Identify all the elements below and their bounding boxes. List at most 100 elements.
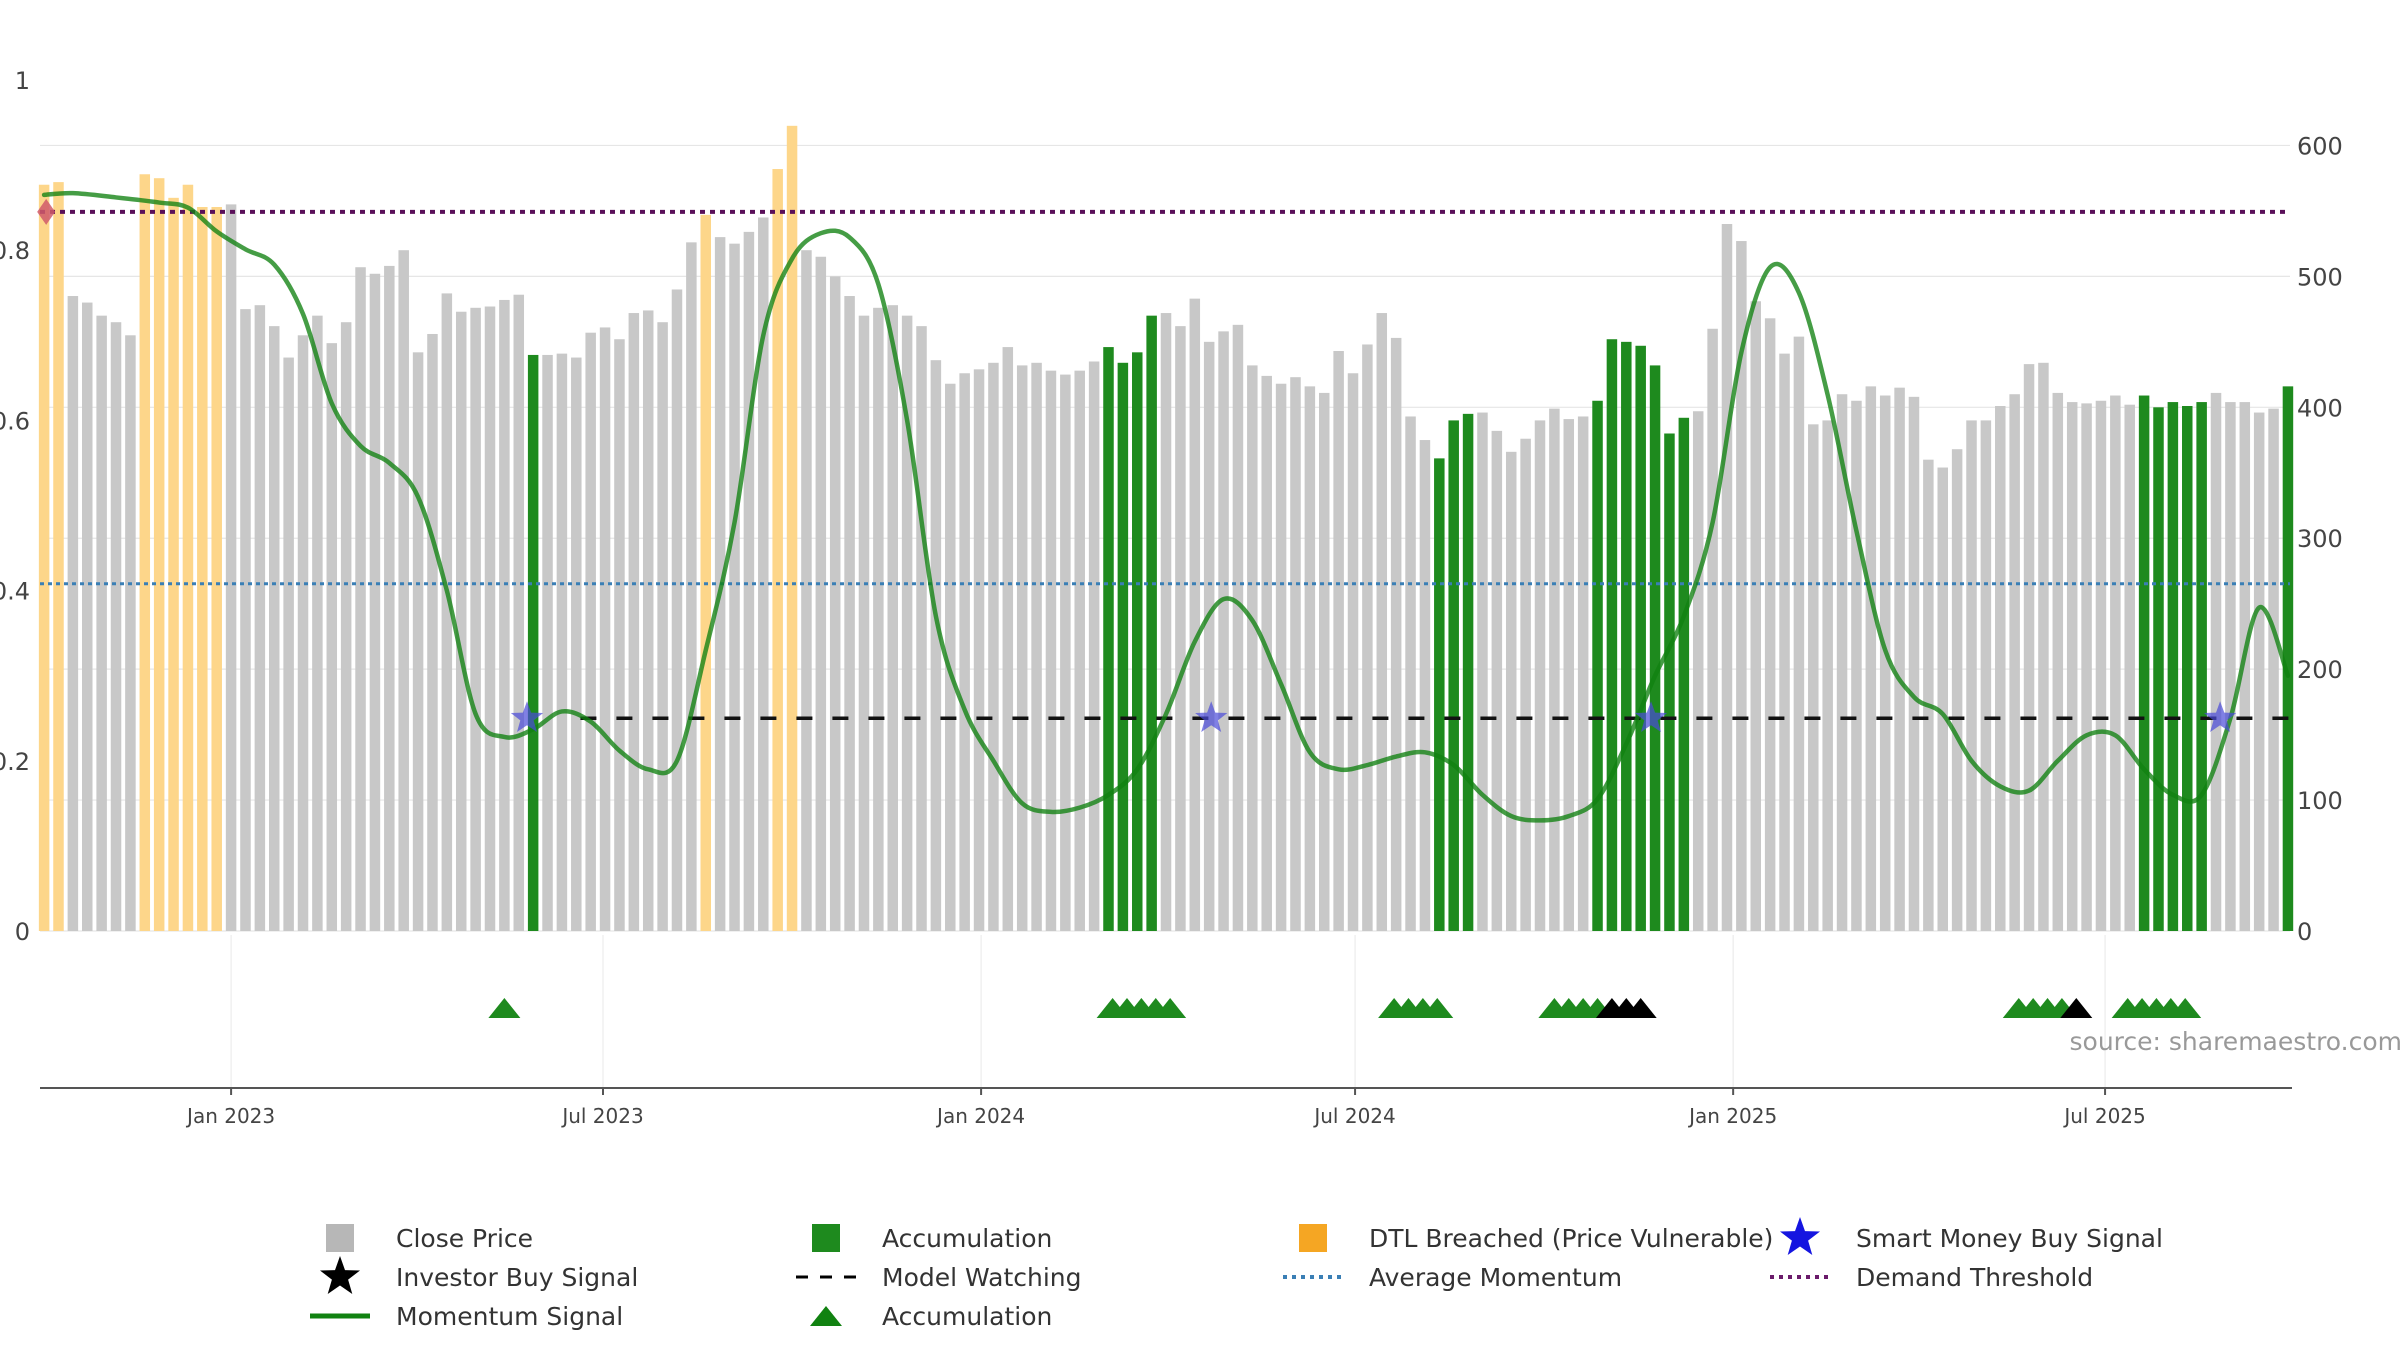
price-bar <box>1692 411 1704 932</box>
price-bar <box>225 204 237 931</box>
price-bar <box>427 333 438 931</box>
legend-item-momentum: Momentum Signal <box>310 1302 623 1331</box>
left-tick-label: 0 <box>15 918 30 946</box>
accumulation-bar <box>1649 365 1661 931</box>
price-bar <box>1318 392 1330 932</box>
price-bar <box>614 339 625 932</box>
price-bar <box>441 293 453 931</box>
price-bar <box>556 353 568 931</box>
price-bar <box>1865 386 1877 931</box>
price-bar <box>110 322 122 931</box>
legend-triangle-icon <box>810 1306 842 1326</box>
price-bar <box>254 305 266 931</box>
price-bar <box>2268 408 2279 931</box>
right-tick-label: 100 <box>2297 787 2343 815</box>
price-bar <box>1563 419 1575 931</box>
price-bar <box>1966 420 1977 931</box>
price-bar <box>930 360 942 931</box>
right-tick-label: 600 <box>2297 132 2343 160</box>
price-bar <box>1045 370 1057 931</box>
price-bar <box>1995 405 2006 931</box>
dtl-bar <box>197 206 208 932</box>
price-bar <box>729 243 740 932</box>
accumulation-bar <box>2153 407 2164 931</box>
price-bar <box>1247 365 1258 931</box>
price-bar <box>2110 395 2121 931</box>
x-tick-label: Jan 2023 <box>185 1104 275 1128</box>
left-tick-label: 0.8 <box>0 237 30 265</box>
price-bars <box>38 125 2294 932</box>
price-bar <box>1836 394 1848 931</box>
price-bar <box>2253 412 2265 931</box>
legend-label: Demand Threshold <box>1856 1263 2093 1292</box>
price-bar <box>1491 430 1503 931</box>
price-bar <box>340 322 352 931</box>
investor-marker <box>2060 998 2093 1018</box>
legend-star-icon <box>1780 1217 1820 1255</box>
legend-label: Average Momentum <box>1369 1263 1622 1292</box>
right-tick-label: 200 <box>2297 656 2343 684</box>
price-bar <box>642 310 654 931</box>
price-bar <box>268 326 280 931</box>
left-tick-label: 0.2 <box>0 748 30 776</box>
axes: Jan 2023 Jul 2023 Jan 2024 Jul 2024 Jan 2025… <box>0 67 2343 1128</box>
dtl-bar <box>38 184 50 931</box>
price-bar <box>758 217 769 931</box>
price-bar <box>283 357 294 932</box>
start-marker <box>37 198 56 225</box>
legend-label: Momentum Signal <box>396 1302 623 1331</box>
price-bar <box>686 242 697 932</box>
legend-label: Smart Money Buy Signal <box>1856 1224 2163 1253</box>
price-bar <box>499 299 510 931</box>
price-bar <box>1951 449 1963 931</box>
price-bar <box>829 276 841 931</box>
price-bar <box>657 322 668 931</box>
price-bar <box>1088 361 1100 931</box>
accumulation-bar <box>1621 341 1632 931</box>
price-bar <box>312 315 323 932</box>
price-bar <box>1736 241 1747 931</box>
price-bar <box>82 302 93 932</box>
legend-item-accumulation_bar: Accumulation <box>812 1224 1052 1253</box>
price-bar <box>815 256 827 931</box>
dtl-bar <box>786 125 798 932</box>
price-bar <box>1203 341 1215 931</box>
dtl-bar <box>168 197 179 932</box>
price-bar <box>801 250 812 931</box>
right-tick-label: 300 <box>2297 525 2343 553</box>
accumulation-bar <box>1606 339 1618 932</box>
price-bar <box>1074 370 1085 931</box>
x-tick-label: Jul 2024 <box>1312 1104 1395 1128</box>
price-bar <box>1908 396 1920 931</box>
legend-label: Investor Buy Signal <box>396 1263 638 1292</box>
price-bar <box>384 265 395 931</box>
price-bar <box>484 306 496 931</box>
price-bar <box>585 332 596 932</box>
accumulation-bar <box>1664 433 1675 931</box>
momentum-line <box>41 190 2291 823</box>
price-bar <box>873 307 884 931</box>
smart-money-star <box>510 701 544 732</box>
price-bar <box>1275 383 1287 931</box>
legend-label: Accumulation <box>882 1302 1052 1331</box>
price-bar <box>988 362 999 932</box>
reference-lines <box>40 209 2290 720</box>
legend: Close Price Accumulation DTL Breached (Pri… <box>310 1217 2163 1331</box>
signal-markers <box>37 198 2237 1018</box>
price-bar <box>1520 438 1531 931</box>
accumulation-marker <box>1421 998 1454 1018</box>
price-bar <box>240 309 251 932</box>
accumulation-bar <box>2182 405 2193 931</box>
accumulation-marker <box>1154 998 1187 1018</box>
price-bar <box>1175 326 1186 931</box>
price-bar <box>973 369 985 932</box>
legend-item-close: Close Price <box>326 1224 533 1253</box>
accumulation-bar <box>1103 347 1114 931</box>
price-bar <box>2210 392 2222 932</box>
accumulation-bar <box>2282 386 2294 931</box>
price-bar <box>901 315 913 932</box>
x-tick-label: Jul 2025 <box>2062 1104 2145 1128</box>
dtl-bar <box>153 178 165 931</box>
price-bar <box>1549 408 1560 931</box>
price-bar <box>542 354 553 931</box>
